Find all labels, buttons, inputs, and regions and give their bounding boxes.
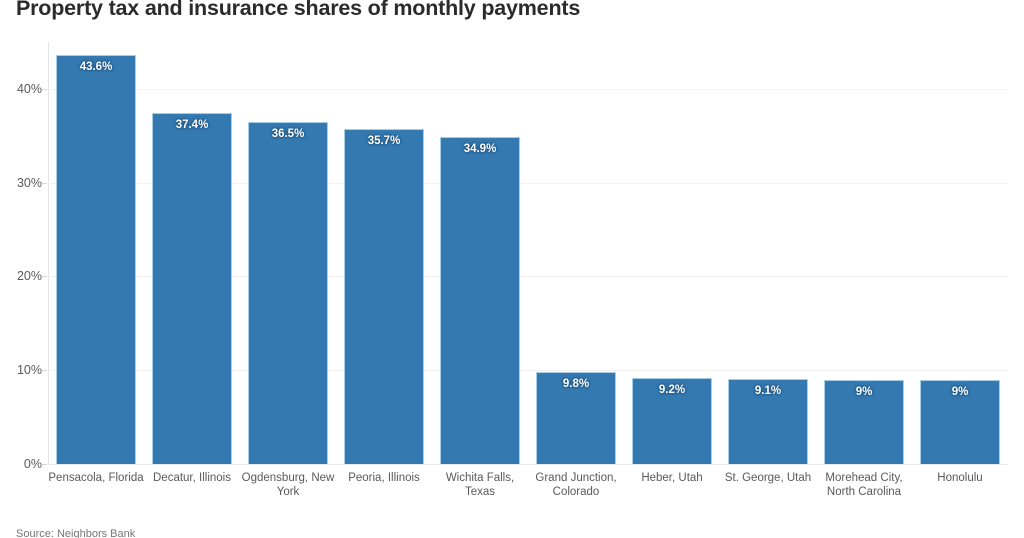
bar-value-label: 34.9% xyxy=(463,142,497,155)
bar[interactable]: 36.5% xyxy=(248,121,328,464)
x-axis-category-label: St. George, Utah xyxy=(724,472,812,484)
bar-value-label: 43.6% xyxy=(79,61,113,74)
chart-title: Property tax and insurance shares of mon… xyxy=(16,0,581,20)
bar-group[interactable]: 9.8% xyxy=(536,42,616,464)
y-axis-tick-mark xyxy=(42,276,47,278)
x-axis-category-label: Heber, Utah xyxy=(641,472,703,484)
bar-value-label: 9% xyxy=(855,385,873,398)
y-axis-line xyxy=(48,42,49,465)
x-axis-category-label: Morehead City, North Carolina xyxy=(825,472,903,498)
x-axis-category-label: Peoria, Illinois xyxy=(348,472,420,484)
bar[interactable]: 9.2% xyxy=(632,377,712,464)
y-axis-tick-label: 10% xyxy=(16,363,42,378)
chart-source: Source: Neighbors Bank xyxy=(16,528,136,538)
gridline xyxy=(48,182,1008,184)
gridline xyxy=(48,370,1008,372)
bar-value-label: 9.8% xyxy=(562,378,590,391)
bar-group[interactable]: 37.4% xyxy=(152,42,232,464)
y-axis-tick-label: 20% xyxy=(16,269,42,284)
y-axis-tick-label: 30% xyxy=(16,175,42,190)
x-axis-category-label: Honolulu xyxy=(937,472,983,484)
y-axis: 0% 10% 20% 30% 40% xyxy=(0,42,42,471)
bar[interactable]: 9.1% xyxy=(728,378,808,464)
bar-group[interactable]: 9.2% xyxy=(632,42,712,464)
bar-group[interactable]: 43.6% xyxy=(56,42,136,464)
bar[interactable]: 37.4% xyxy=(152,113,232,464)
bar-group[interactable]: 9.1% xyxy=(728,42,808,464)
y-axis-tick-label: 0% xyxy=(23,457,42,471)
bar-value-label: 9.2% xyxy=(658,383,686,396)
x-axis-category-label: Decatur, Illinois xyxy=(153,472,231,484)
gridline xyxy=(48,464,1008,465)
bar-value-label: 36.5% xyxy=(271,127,305,140)
y-axis-tick-mark xyxy=(42,88,47,90)
bar[interactable]: 9% xyxy=(824,379,904,464)
plot-area: 43.6% 37.4% 36.5% 35.7% 34.9% 9.8% 9.2% 9.1% 9% 9… xyxy=(48,42,1008,465)
x-axis-category-label: Wichita Falls, Texas xyxy=(445,472,515,498)
bar[interactable]: 35.7% xyxy=(344,129,424,464)
bar-value-label: 9% xyxy=(951,385,969,398)
bar-value-label: 9.1% xyxy=(754,384,782,397)
gridline xyxy=(48,88,1008,90)
bar[interactable]: 43.6% xyxy=(56,55,136,464)
x-axis-category-label: Ogdensburg, New York xyxy=(241,472,335,498)
bar[interactable]: 9.8% xyxy=(536,372,616,464)
x-axis-category-label: Grand Junction, Colorado xyxy=(535,472,617,498)
y-axis-tick-label: 40% xyxy=(16,81,42,96)
bar-group[interactable]: 9% xyxy=(824,42,904,464)
bar-value-label: 37.4% xyxy=(175,119,209,132)
gridline xyxy=(48,276,1008,278)
bar[interactable]: 9% xyxy=(920,379,1000,464)
y-axis-tick-mark xyxy=(42,464,47,465)
bar-group[interactable]: 9% xyxy=(920,42,1000,464)
y-axis-tick-mark xyxy=(42,182,47,184)
x-axis-category-label: Pensacola, Florida xyxy=(48,472,144,484)
bar[interactable]: 34.9% xyxy=(440,136,520,464)
bar-group[interactable]: 34.9% xyxy=(440,42,520,464)
bar-value-label: 35.7% xyxy=(367,135,401,148)
bar-group[interactable]: 36.5% xyxy=(248,42,328,464)
y-axis-tick-mark xyxy=(42,370,47,372)
bar-group[interactable]: 35.7% xyxy=(344,42,424,464)
